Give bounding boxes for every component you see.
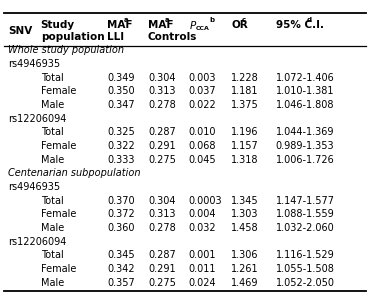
- Text: 0.287: 0.287: [148, 127, 176, 138]
- Text: 0.345: 0.345: [107, 250, 135, 260]
- Text: 0.010: 0.010: [189, 127, 216, 138]
- Text: 0.287: 0.287: [148, 250, 176, 260]
- Text: 1.303: 1.303: [231, 209, 259, 219]
- Text: 0.045: 0.045: [189, 155, 216, 165]
- Text: 1.116-1.529: 1.116-1.529: [276, 250, 334, 260]
- Text: 1.032-2.060: 1.032-2.060: [276, 223, 334, 233]
- Text: 0.275: 0.275: [148, 155, 176, 165]
- Text: 0.004: 0.004: [189, 209, 216, 219]
- Text: 1.345: 1.345: [231, 196, 259, 206]
- Text: 1.469: 1.469: [231, 278, 259, 288]
- Text: $\it{P}$: $\it{P}$: [189, 19, 197, 31]
- Text: rs4946935: rs4946935: [8, 59, 60, 69]
- Text: 1.006-1.726: 1.006-1.726: [276, 155, 334, 165]
- Text: rs4946935: rs4946935: [8, 182, 60, 192]
- Text: SNV: SNV: [8, 26, 33, 36]
- Text: 0.022: 0.022: [189, 100, 216, 110]
- Text: 0.001: 0.001: [189, 250, 216, 260]
- Text: 0.357: 0.357: [107, 278, 135, 288]
- Text: 1.046-1.808: 1.046-1.808: [276, 100, 334, 110]
- Text: 1.147-1.577: 1.147-1.577: [276, 196, 334, 206]
- Text: Whole study population: Whole study population: [8, 45, 124, 56]
- Text: 0.291: 0.291: [148, 264, 176, 274]
- Text: Total: Total: [41, 250, 63, 260]
- Text: 0.360: 0.360: [107, 223, 135, 233]
- Text: 0.0003: 0.0003: [189, 196, 222, 206]
- Text: 1.044-1.369: 1.044-1.369: [276, 127, 334, 138]
- Text: 0.291: 0.291: [148, 141, 176, 151]
- Text: Male: Male: [41, 223, 64, 233]
- Text: CCA: CCA: [195, 26, 209, 31]
- Text: 0.275: 0.275: [148, 278, 176, 288]
- Text: 1.228: 1.228: [231, 73, 259, 83]
- Text: 0.350: 0.350: [107, 86, 135, 97]
- Text: 0.372: 0.372: [107, 209, 135, 219]
- Text: rs12206094: rs12206094: [8, 237, 67, 247]
- Text: 0.313: 0.313: [148, 86, 175, 97]
- Text: 95% C.I.: 95% C.I.: [276, 20, 324, 30]
- Text: 0.011: 0.011: [189, 264, 216, 274]
- Text: 0.278: 0.278: [148, 100, 176, 110]
- Text: a: a: [164, 17, 169, 23]
- Text: 1.072-1.406: 1.072-1.406: [276, 73, 334, 83]
- Text: Male: Male: [41, 100, 64, 110]
- Text: Female: Female: [41, 264, 76, 274]
- Text: population: population: [41, 32, 104, 42]
- Text: Study: Study: [41, 20, 75, 30]
- Text: 1.157: 1.157: [231, 141, 259, 151]
- Text: 1.458: 1.458: [231, 223, 259, 233]
- Text: Total: Total: [41, 196, 63, 206]
- Text: Total: Total: [41, 73, 63, 83]
- Text: 1.088-1.559: 1.088-1.559: [276, 209, 334, 219]
- Text: b: b: [209, 17, 215, 23]
- Text: Female: Female: [41, 86, 76, 97]
- Text: 1.196: 1.196: [231, 127, 259, 138]
- Text: Male: Male: [41, 155, 64, 165]
- Text: Female: Female: [41, 141, 76, 151]
- Text: 1.052-2.050: 1.052-2.050: [276, 278, 334, 288]
- Text: Controls: Controls: [148, 32, 197, 42]
- Text: Centenarian subpopulation: Centenarian subpopulation: [8, 168, 141, 178]
- Text: 0.370: 0.370: [107, 196, 135, 206]
- Text: 0.349: 0.349: [107, 73, 135, 83]
- Text: 1.181: 1.181: [231, 86, 259, 97]
- Text: 0.032: 0.032: [189, 223, 216, 233]
- Text: Total: Total: [41, 127, 63, 138]
- Text: 0.024: 0.024: [189, 278, 216, 288]
- Text: MAF: MAF: [148, 20, 174, 30]
- Text: c: c: [242, 17, 246, 23]
- Text: Female: Female: [41, 209, 76, 219]
- Text: 0.989-1.353: 0.989-1.353: [276, 141, 334, 151]
- Text: 0.333: 0.333: [107, 155, 135, 165]
- Text: 0.342: 0.342: [107, 264, 135, 274]
- Text: 0.037: 0.037: [189, 86, 216, 97]
- Text: 1.318: 1.318: [231, 155, 259, 165]
- Text: 1.375: 1.375: [231, 100, 259, 110]
- Text: 0.304: 0.304: [148, 73, 175, 83]
- Text: 0.003: 0.003: [189, 73, 216, 83]
- Text: Male: Male: [41, 278, 64, 288]
- Text: rs12206094: rs12206094: [8, 114, 67, 124]
- Text: a: a: [124, 17, 128, 23]
- Text: 1.306: 1.306: [231, 250, 259, 260]
- Text: 0.325: 0.325: [107, 127, 135, 138]
- Text: MAF: MAF: [107, 20, 133, 30]
- Text: 0.313: 0.313: [148, 209, 175, 219]
- Text: 0.304: 0.304: [148, 196, 175, 206]
- Text: 1.055-1.508: 1.055-1.508: [276, 264, 334, 274]
- Text: 0.322: 0.322: [107, 141, 135, 151]
- Text: 1.261: 1.261: [231, 264, 259, 274]
- Text: 0.278: 0.278: [148, 223, 176, 233]
- Text: LLI: LLI: [107, 32, 124, 42]
- Text: d: d: [306, 17, 312, 23]
- Text: 1.010-1.381: 1.010-1.381: [276, 86, 334, 97]
- Text: OR: OR: [231, 20, 248, 30]
- Text: 0.068: 0.068: [189, 141, 216, 151]
- Text: 0.347: 0.347: [107, 100, 135, 110]
